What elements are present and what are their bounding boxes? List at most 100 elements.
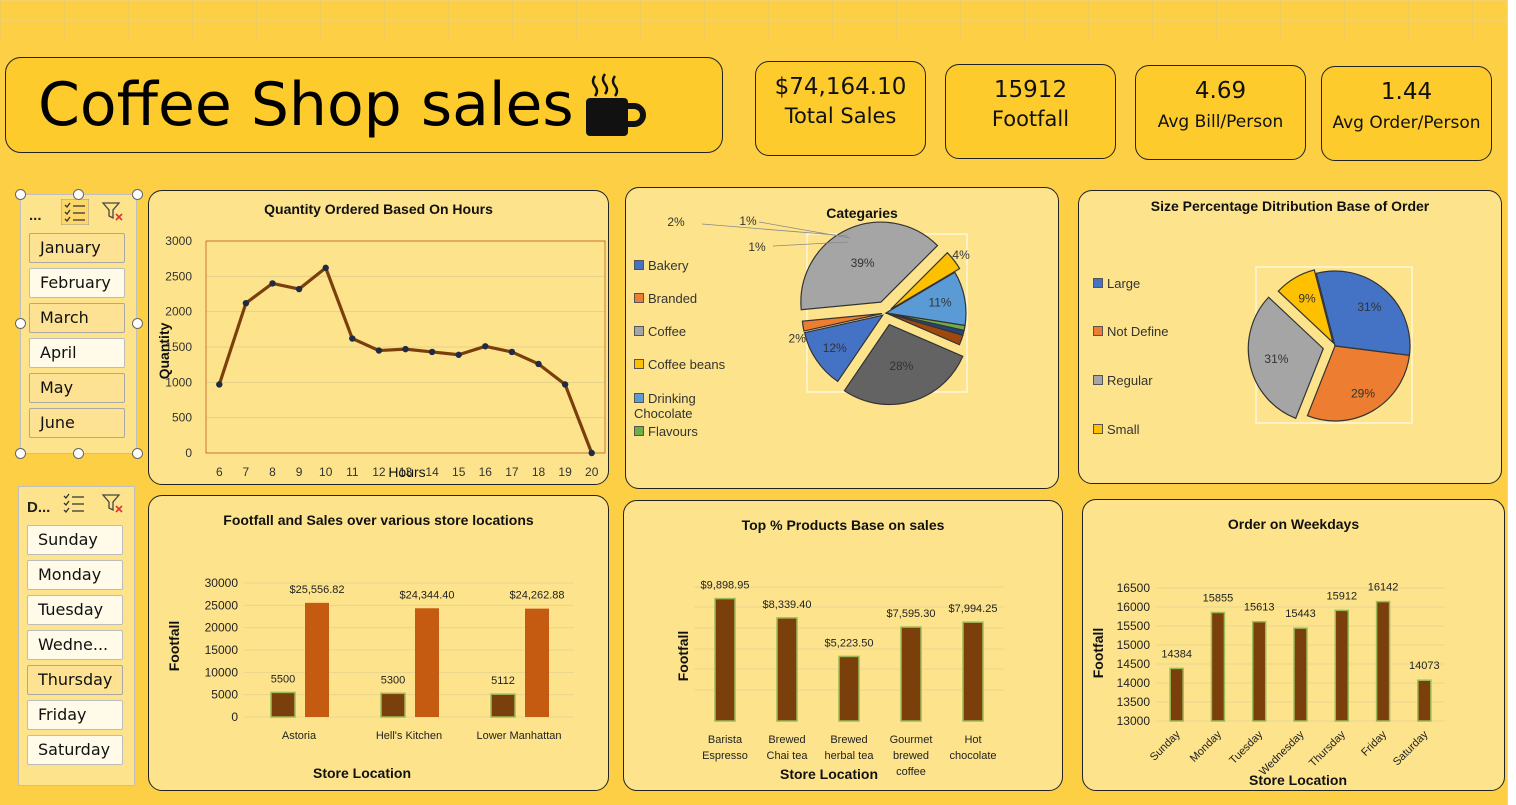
pie-slice	[885, 312, 964, 346]
legend-item-flavours: Flavours	[634, 424, 698, 439]
month-slicer[interactable]: ... January February March April May Jun…	[20, 194, 137, 454]
product-bar	[776, 617, 798, 722]
slice-label: 1%	[739, 214, 757, 228]
leader-line	[772, 241, 849, 247]
data-label: 5500	[271, 673, 295, 685]
slicer-header: ...	[29, 207, 42, 224]
legend-label: Regular	[1107, 373, 1153, 388]
sales-bar	[525, 608, 549, 717]
x-tick-label: Barista	[708, 734, 743, 746]
slice-label: 9%	[1298, 292, 1316, 306]
footfall-bar	[270, 691, 296, 718]
y-tick-label: 16500	[1117, 581, 1151, 595]
x-tick-label: herbal tea	[825, 750, 875, 762]
data-label: 15443	[1285, 608, 1316, 620]
pie-slice	[1247, 296, 1324, 420]
chart-title: Order on Weekdays	[1227, 516, 1360, 532]
resize-handle[interactable]	[132, 189, 143, 200]
x-tick-label: Astoria	[282, 730, 317, 742]
multi-select-icon[interactable]	[61, 199, 89, 225]
sales-bar	[305, 602, 329, 717]
y-tick-label: 10000	[205, 665, 239, 679]
y-tick-label: 3000	[165, 234, 192, 248]
data-point	[535, 360, 542, 368]
chart-title: Categaries	[826, 205, 898, 221]
slicer-item-wednesday[interactable]: Wedne...	[27, 630, 123, 660]
x-tick-label: Thursday	[1307, 728, 1348, 769]
legend-item-not-define: Not Define	[1093, 324, 1168, 339]
legend-item-branded: Branded	[634, 291, 697, 306]
resize-handle[interactable]	[132, 448, 143, 459]
data-label: $7,595.30	[887, 608, 936, 620]
data-point	[455, 351, 462, 358]
slicer-item-february[interactable]: February	[29, 268, 125, 298]
line-chart-plot: 0 500 1000 1500 2000 2500 3000 6 7 8 9 10 11 12 13 14 15…	[156, 234, 606, 480]
chart-title: Top % Products Base on sales	[741, 517, 945, 533]
weekday-bar	[1375, 600, 1391, 722]
legend-item-regular: Regular	[1093, 373, 1153, 388]
resize-handle[interactable]	[15, 189, 26, 200]
x-tick-label: Hot	[964, 734, 981, 746]
slicer-item-friday[interactable]: Friday	[27, 700, 123, 730]
data-label: 15855	[1203, 593, 1234, 605]
slicer-item-may[interactable]: May	[29, 373, 125, 403]
chart-title: Footfall and Sales over various store lo…	[223, 512, 534, 528]
sales-bar	[415, 608, 439, 717]
legend-label: Branded	[648, 291, 698, 306]
day-slicer[interactable]: D... Sunday Monday Tuesday Wedne... Thur…	[18, 486, 135, 786]
y-tick-label: 15000	[205, 643, 239, 657]
x-axis-label: Store Location	[1249, 772, 1347, 788]
y-axis-label: Footfall	[675, 631, 691, 682]
resize-handle[interactable]	[132, 318, 143, 329]
pie-slice	[843, 323, 964, 406]
y-tick-label: 15500	[1117, 619, 1151, 633]
slicer-item-march[interactable]: March	[29, 303, 125, 333]
legend-item-coffee: Coffee	[634, 324, 686, 339]
resize-handle[interactable]	[15, 448, 26, 459]
x-tick-label: Brewed	[830, 734, 867, 746]
y-tick-label: 1000	[165, 375, 192, 389]
slicer-item-thursday[interactable]: Thursday	[27, 665, 123, 695]
slicer-item-sunday[interactable]: Sunday	[27, 525, 123, 555]
y-axis-label: Quantity	[156, 322, 172, 379]
x-tick-label: 17	[505, 465, 519, 479]
x-tick-label: Sunday	[1148, 728, 1183, 763]
pie-slice	[890, 251, 961, 310]
slice-label: 39%	[851, 256, 875, 270]
x-tick-label: 8	[269, 465, 276, 479]
size-pie: 31% 9% 31% 29%	[1247, 266, 1413, 424]
slice-label: 31%	[1264, 352, 1288, 366]
y-axis-label: Footfall	[166, 621, 182, 672]
chart-title: Quantity Ordered Based On Hours	[264, 201, 493, 217]
legend-label: Bakery	[648, 258, 689, 273]
multi-select-icon[interactable]	[61, 491, 87, 515]
legend-label: Flavours	[648, 424, 698, 439]
slicer-item-monday[interactable]: Monday	[27, 560, 123, 590]
x-tick-label: 10	[319, 465, 333, 479]
title-banner: Coffee Shop sales	[5, 57, 723, 153]
product-bar	[900, 626, 922, 722]
resize-handle[interactable]	[15, 318, 26, 329]
y-tick-label: 0	[231, 710, 238, 724]
weekday-bar	[1417, 679, 1432, 722]
weekday-bar	[1251, 620, 1267, 722]
slicer-item-tuesday[interactable]: Tuesday	[27, 595, 123, 625]
slicer-item-january[interactable]: January	[29, 233, 125, 263]
slicer-item-june[interactable]: June	[29, 408, 125, 438]
resize-handle[interactable]	[73, 448, 84, 459]
y-tick-label: 1500	[165, 340, 192, 354]
slicer-item-saturday[interactable]: Saturday	[27, 735, 123, 765]
kpi-value: 15912	[993, 77, 1068, 103]
legend-label: Drinking Chocolate	[634, 391, 696, 421]
weekday-bar-chart: 13000 13500 14000 14500 15000 15500 16000 16500…	[1090, 581, 1445, 788]
data-label: $9,898.95	[701, 580, 750, 592]
x-axis-label: Store Location	[313, 765, 411, 781]
slicer-item-april[interactable]: April	[29, 338, 125, 368]
data-point	[322, 264, 329, 272]
clear-filter-icon[interactable]	[101, 492, 125, 516]
pie-slice	[1315, 270, 1411, 357]
legend-label: Coffee	[648, 324, 687, 339]
x-tick-label: 9	[296, 465, 303, 479]
resize-handle[interactable]	[73, 189, 84, 200]
clear-filter-icon[interactable]	[101, 200, 125, 224]
